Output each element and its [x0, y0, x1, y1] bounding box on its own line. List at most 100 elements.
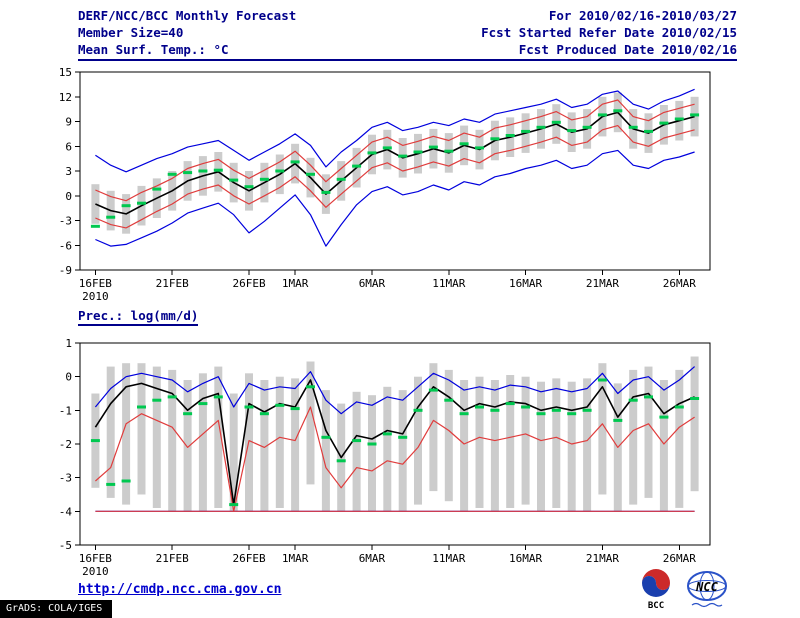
observation-marker [152, 398, 162, 402]
x-tick-label: 21FEB [156, 277, 189, 290]
header-row-2: Member Size=40 Fcst Started Refer Date 2… [78, 25, 737, 40]
observation-marker [259, 177, 269, 181]
observation-marker [551, 120, 561, 124]
x-tick-label: 16FEB [79, 277, 112, 290]
forecast-period: For 2010/02/16-2010/03/27 [548, 8, 737, 23]
observation-marker [321, 190, 331, 194]
ensemble-spread-bar [690, 356, 699, 492]
observation-marker [475, 146, 484, 150]
y-tick-label: -2 [59, 438, 72, 451]
ensemble-spread-bar [229, 393, 238, 512]
ensemble-spread-bar [352, 391, 361, 512]
y-tick-label: 1 [65, 337, 72, 350]
ncc-logo-wave [691, 602, 723, 608]
observation-marker [244, 405, 254, 409]
ensemble-spread-bar [460, 380, 469, 512]
refer-date: Fcst Started Refer Date 2010/02/15 [481, 25, 737, 40]
observation-marker [90, 439, 100, 443]
y-tick-label: 15 [59, 66, 72, 79]
x-tick-label: 21MAR [586, 552, 619, 565]
ensemble-spread-bar [475, 376, 484, 508]
x-tick-label: 1MAR [282, 277, 309, 290]
observation-marker [213, 395, 223, 399]
observation-marker [490, 408, 500, 412]
member-size: Member Size=40 [78, 25, 184, 40]
observation-marker [213, 168, 223, 172]
ensemble-max-line [94, 366, 695, 415]
lower-band-line [95, 124, 695, 229]
observation-marker [367, 151, 377, 155]
ensemble-spread-bar [444, 369, 453, 502]
observation-marker [382, 432, 392, 436]
header-row-1: DERF/NCC/BCC Monthly Forecast For 2010/0… [78, 8, 737, 23]
observation-marker [659, 415, 669, 419]
observation-marker [428, 145, 438, 149]
observation-marker [152, 187, 162, 191]
bcc-logo-red-swirl [642, 569, 670, 590]
x-tick-label: 1MAR [282, 552, 309, 565]
ensemble-min-line [95, 149, 695, 247]
observation-marker [244, 185, 254, 189]
ensemble-spread-bar [521, 376, 530, 505]
ensemble-spread-bar [275, 376, 284, 508]
y-tick-label: 12 [59, 91, 72, 104]
observation-marker [413, 408, 423, 412]
observation-marker [336, 459, 346, 463]
observation-marker [198, 402, 208, 406]
upper-band-line [95, 99, 695, 202]
observation-markers [90, 109, 700, 228]
x-tick-label: 21MAR [586, 277, 619, 290]
observation-marker [352, 164, 362, 168]
ensemble-spread-bar [183, 380, 192, 512]
ensemble-spread-bar [537, 381, 545, 512]
ensemble-spread-bar [675, 369, 684, 508]
y-tick-label: -3 [59, 472, 72, 485]
observation-marker [690, 113, 700, 117]
header-separator [78, 59, 737, 61]
observation-marker [137, 201, 146, 205]
observation-marker [613, 418, 623, 422]
ensemble-spread-bar [152, 366, 161, 508]
observation-marker [674, 117, 684, 121]
observation-marker [106, 482, 116, 486]
produced-date: Fcst Produced Date 2010/02/16 [518, 42, 737, 57]
x-tick-label: 26FEB [232, 552, 265, 565]
observation-marker [444, 149, 454, 153]
observation-marker [597, 378, 607, 382]
observation-marker [137, 405, 146, 409]
observation-marker [121, 204, 131, 208]
ensemble-spread-bar [306, 361, 315, 485]
precipitation-chart-title: Prec.: log(mm/d) [78, 308, 199, 326]
ensemble-spread-bar [552, 378, 561, 508]
bcc-logo: BCC [642, 569, 670, 611]
observation-marker [382, 146, 392, 150]
x-tick-label: 11MAR [432, 552, 465, 565]
ensemble-spread-bar [383, 386, 392, 512]
x-tick-label: 26MAR [663, 277, 696, 290]
ensemble-spread-bar [598, 363, 607, 495]
observation-markers [90, 378, 700, 507]
ensemble-spread-bar [321, 390, 330, 512]
y-tick-label: 0 [65, 190, 72, 203]
y-tick-label: -1 [59, 404, 72, 417]
ncc-logo-meridian [699, 571, 715, 601]
ensemble-spread-bar [506, 375, 515, 508]
bcc-logo-label: BCC [648, 601, 664, 611]
temperature-chart-title: Mean Surf. Temp.: °C [78, 42, 229, 57]
observation-marker [398, 154, 408, 158]
ensemble-spread-bar [137, 363, 146, 495]
ensemble-spread-bars [91, 92, 699, 234]
ensemble-max-line [95, 88, 695, 173]
y-tick-label: -5 [59, 539, 72, 552]
ensemble-spread-bar [122, 363, 131, 505]
website-link[interactable]: http://cmdp.ncc.cma.gov.cn [78, 582, 282, 597]
observation-marker [444, 398, 454, 402]
observation-marker [536, 125, 546, 129]
observation-marker [613, 109, 623, 113]
observation-marker [306, 385, 315, 389]
grads-credit-badge: GrADS: COLA/IGES [0, 600, 113, 618]
observation-marker [275, 169, 285, 173]
observation-marker [106, 215, 116, 219]
observation-marker [167, 395, 177, 399]
